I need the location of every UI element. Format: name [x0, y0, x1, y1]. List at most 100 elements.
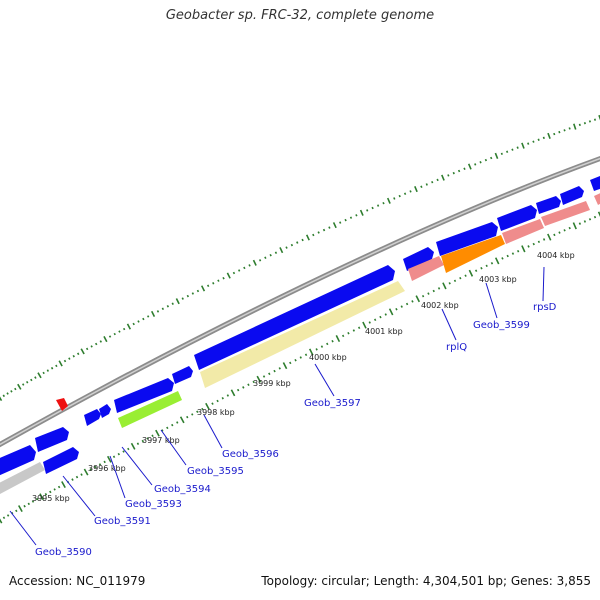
- tick-mark: [262, 375, 266, 378]
- tick-mark: [6, 392, 9, 395]
- gene-label-rplq[interactable]: rplQ: [446, 342, 467, 353]
- gene-geob-3590-bar[interactable]: [0, 462, 45, 494]
- gene-rpsd-bar[interactable]: [502, 219, 544, 244]
- tick-mark: [427, 292, 430, 295]
- tick-mark: [273, 369, 276, 373]
- gene-label-geob-3591[interactable]: Geob_3591: [94, 516, 151, 527]
- gene-label-geob-3593[interactable]: Geob_3593: [125, 499, 182, 510]
- feature-arrow[interactable]: [194, 265, 395, 370]
- gene-label-geob-3594[interactable]: Geob_3594: [154, 484, 211, 495]
- tick-mark: [61, 481, 66, 488]
- tick-mark: [379, 315, 382, 319]
- feature-arrow[interactable]: [43, 447, 79, 474]
- tick-mark: [376, 204, 380, 207]
- tick-mark: [339, 221, 342, 224]
- feature-arrow[interactable]: [114, 378, 174, 413]
- tick-mark: [542, 136, 545, 140]
- tick-mark: [464, 274, 467, 277]
- tick-mark: [126, 323, 132, 330]
- tick-mark: [232, 271, 236, 275]
- gene-label-geob-3596[interactable]: Geob_3596: [222, 449, 279, 460]
- tick-mark: [242, 386, 245, 389]
- tick-mark: [290, 243, 294, 247]
- tick-mark: [22, 383, 25, 386]
- tick-mark: [568, 226, 571, 230]
- feature-arrow[interactable]: [172, 366, 193, 384]
- tick-mark: [366, 209, 369, 212]
- tick-mark: [431, 180, 434, 184]
- feature-arrow[interactable]: [560, 186, 584, 205]
- tick-mark: [252, 380, 255, 384]
- tick-mark: [537, 138, 540, 141]
- tick-mark: [332, 222, 337, 229]
- selection-marker[interactable]: [56, 398, 68, 411]
- feature-arrow[interactable]: [403, 247, 434, 271]
- tick-mark: [320, 345, 324, 348]
- tick-mark: [14, 387, 17, 391]
- tick-label: 3999 kbp: [253, 379, 291, 388]
- tick-mark: [597, 211, 600, 217]
- tick-mark: [344, 218, 347, 222]
- gene-geob-3595-bar[interactable]: [118, 391, 182, 428]
- leader-line: [542, 266, 545, 302]
- tick-mark: [171, 302, 174, 305]
- tick-mark: [521, 142, 525, 149]
- tick-mark: [490, 156, 493, 160]
- tick-mark: [30, 378, 33, 382]
- tick-mark: [186, 294, 190, 298]
- tick-mark: [166, 426, 169, 430]
- plus-strand-track: [0, 174, 600, 476]
- tick-mark: [558, 231, 561, 234]
- tick-mark: [532, 242, 535, 246]
- tick-mark: [578, 123, 581, 127]
- feature-arrow[interactable]: [436, 222, 498, 256]
- feature-arrow[interactable]: [99, 404, 111, 418]
- tick-mark: [588, 120, 592, 123]
- tick-mark: [501, 257, 504, 260]
- gene-label-geob-3597[interactable]: Geob_3597: [304, 398, 361, 409]
- tick-mark: [553, 233, 556, 237]
- gene-geob-3597-bar[interactable]: [200, 281, 405, 388]
- tick-mark: [467, 163, 472, 170]
- leader-line: [109, 455, 126, 499]
- tick-mark: [527, 245, 530, 248]
- gene-label-geob-3595[interactable]: Geob_3595: [187, 466, 244, 477]
- tick-mark: [83, 468, 89, 476]
- gene-label-geob-3599[interactable]: Geob_3599: [473, 320, 530, 331]
- gene-rplq-bar[interactable]: [408, 256, 444, 281]
- feature-arrow[interactable]: [536, 196, 561, 214]
- tick-mark: [490, 262, 494, 265]
- tick-mark: [15, 509, 18, 513]
- tick-mark: [355, 214, 358, 217]
- gene-label-geob-3590[interactable]: Geob_3590: [35, 547, 92, 558]
- tick-mark: [335, 335, 341, 343]
- tick-mark: [103, 460, 106, 464]
- tick-mark: [494, 257, 500, 265]
- gene-geob-3599-bar[interactable]: [441, 235, 505, 273]
- map-title: Geobacter sp. FRC-32, complete genome: [165, 8, 435, 23]
- tick-mark: [395, 307, 398, 311]
- tick-label: 3998 kbp: [197, 408, 235, 417]
- tick-mark: [282, 362, 288, 370]
- feature-arrow[interactable]: [84, 409, 101, 426]
- feature-arrow[interactable]: [590, 174, 600, 191]
- tick-mark: [328, 226, 331, 229]
- feature-arrow[interactable]: [35, 427, 69, 452]
- leader-line: [441, 308, 457, 341]
- tick-mark: [36, 497, 39, 501]
- gene-label-rpsd[interactable]: rpsD: [533, 302, 557, 313]
- tick-mark: [563, 229, 566, 232]
- gene-extra-bar[interactable]: [541, 201, 590, 226]
- tick-mark: [516, 146, 519, 149]
- feature-arrow[interactable]: [0, 445, 36, 476]
- gene-extra-bar-2[interactable]: [594, 191, 600, 205]
- tick-mark: [516, 249, 520, 253]
- leader-line: [485, 282, 498, 319]
- tick-label: 4004 kbp: [537, 251, 575, 260]
- tick-mark: [480, 266, 483, 270]
- leader-line: [160, 429, 187, 466]
- feature-arrow[interactable]: [497, 205, 537, 231]
- tick-mark: [226, 272, 231, 279]
- tick-mark: [161, 429, 164, 432]
